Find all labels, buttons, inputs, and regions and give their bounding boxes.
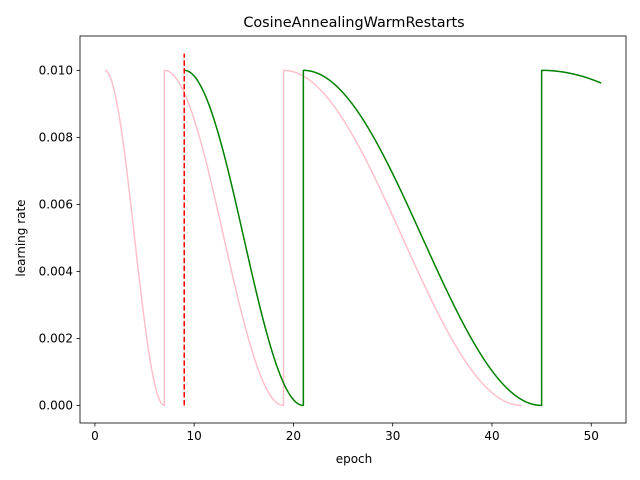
x-tick-label: 30 xyxy=(385,429,400,443)
x-tick-label: 10 xyxy=(187,429,202,443)
x-tick-label: 20 xyxy=(286,429,301,443)
axes-frame xyxy=(79,35,627,424)
x-tick-label: 0 xyxy=(91,429,99,443)
y-tick-label: 0.000 xyxy=(39,399,73,413)
y-tick-label: 0.008 xyxy=(39,131,73,145)
series-line-1 xyxy=(104,69,523,407)
y-tick-label: 0.006 xyxy=(39,198,73,212)
series-line-2 xyxy=(183,69,602,407)
x-axis-label: epoch xyxy=(336,452,373,466)
x-tick-label: 50 xyxy=(584,429,599,443)
y-tick-label: 0.010 xyxy=(39,64,73,78)
chart-title: CosineAnnealingWarmRestarts xyxy=(243,15,464,31)
y-tick-label: 0.002 xyxy=(39,332,73,346)
x-tick-label: 40 xyxy=(484,429,499,443)
y-tick-label: 0.004 xyxy=(39,265,73,279)
plot-area: 0 10 20 30 40 50 0.000 0.002 0.004 0.006 0.008 0.01… xyxy=(39,35,627,443)
y-axis-label: learning rate xyxy=(14,199,28,276)
